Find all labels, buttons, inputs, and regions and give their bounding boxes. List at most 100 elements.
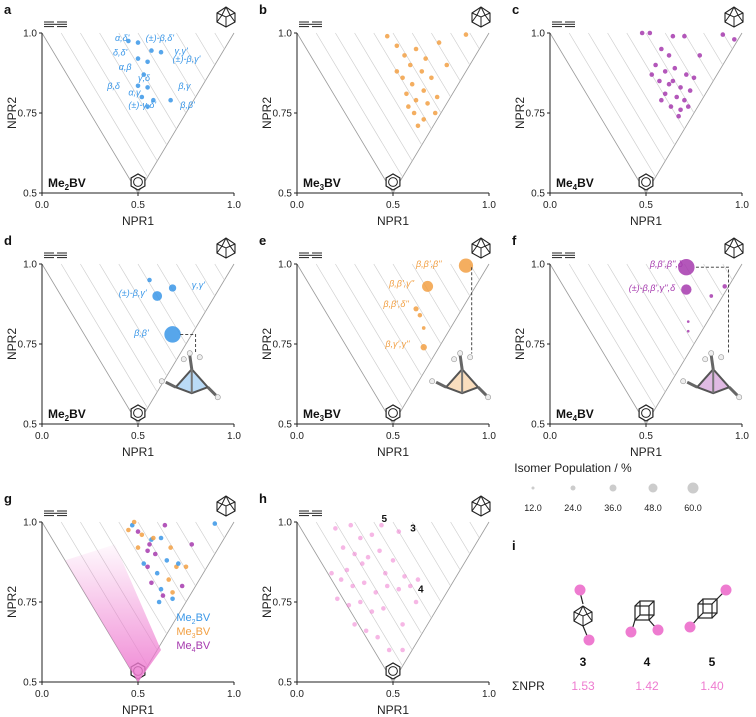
size-legend: Isomer Population / % 12.0 24.0 36.0 48.0 60.… <box>514 461 701 513</box>
legend-size-circle <box>609 484 617 492</box>
legend-size-circle <box>570 485 576 491</box>
data-point <box>686 329 690 333</box>
sum-npr-isolines <box>315 32 480 178</box>
y-tick-label: 1.0 <box>278 518 292 529</box>
data-point <box>639 30 645 36</box>
data-point <box>164 558 170 563</box>
y-tick-label: 0.5 <box>278 420 292 431</box>
data-point <box>682 97 687 103</box>
panel-letter: e <box>259 233 266 248</box>
y-tick-label: 0.5 <box>531 420 545 431</box>
data-point <box>166 577 172 582</box>
isomer-annotation: β,γ <box>177 81 191 91</box>
data-point <box>135 56 141 61</box>
legend-tick-label: 60.0 <box>684 503 702 513</box>
data-point <box>421 117 427 122</box>
y-tick-label: 0.5 <box>23 678 37 689</box>
data-point <box>672 65 678 71</box>
y-tick-label: 0.75 <box>18 109 38 120</box>
isomer-annotation: γ,δ <box>138 73 151 83</box>
data-point <box>329 570 334 576</box>
y-tick-label: 0.75 <box>273 598 293 609</box>
data-point <box>361 580 367 586</box>
panel-letter: d <box>4 233 12 248</box>
panel-f: 0.0 0.5 1.00.50.751.0NPR1NPR2fMe4BVβ,β',β'… <box>512 233 749 459</box>
x-tick-label: 0.5 <box>131 431 145 442</box>
compound-label: Me3BV <box>303 176 341 192</box>
data-point <box>413 97 419 103</box>
x-tick-label: 0.5 <box>386 200 400 211</box>
data-point <box>394 69 400 74</box>
data-point <box>147 277 152 283</box>
data-point <box>170 596 175 602</box>
data-point <box>434 94 440 100</box>
x-tick-label: 1.0 <box>227 200 241 211</box>
isomer-annotation: α,γ <box>128 87 141 97</box>
panel-d: 0.0 0.5 1.00.50.751.0NPR1NPR2dMe2BVγ,γ'(±)… <box>4 233 241 459</box>
y-tick-label: 1.0 <box>531 29 545 40</box>
y-axis-label: NPR2 <box>513 328 527 360</box>
data-point <box>145 564 150 570</box>
y-tick-label: 0.5 <box>23 189 37 200</box>
y-axis-label: NPR2 <box>5 328 19 360</box>
data-point <box>135 83 141 89</box>
data-point <box>396 586 402 592</box>
structure-4 <box>625 600 664 638</box>
y-tick-label: 0.75 <box>526 109 546 120</box>
data-point <box>126 38 131 44</box>
data-point <box>425 101 430 106</box>
structure-icons <box>44 6 236 191</box>
data-point <box>419 69 425 74</box>
data-point <box>697 53 703 58</box>
data-point <box>681 284 692 295</box>
data-point <box>176 561 181 566</box>
data-point <box>346 602 352 608</box>
x-axis-label: NPR1 <box>122 445 154 459</box>
y-tick-label: 0.5 <box>531 189 545 200</box>
x-axis-label: NPR1 <box>377 703 409 717</box>
sum-npr-isolines <box>60 32 225 178</box>
gradient-wedge <box>65 544 162 682</box>
molecule-3d-icon <box>429 350 492 401</box>
data-point <box>653 62 658 68</box>
x-tick-label: 1.0 <box>227 431 241 442</box>
y-tick-label: 0.75 <box>273 109 293 120</box>
data-point <box>135 40 141 45</box>
data-point <box>151 97 156 103</box>
legend-tick-label: 24.0 <box>564 503 582 513</box>
data-point <box>417 312 423 318</box>
x-tick-label: 0.0 <box>35 431 49 442</box>
structure-icons <box>299 6 491 191</box>
data-point <box>145 59 150 65</box>
structure-icons <box>552 6 744 191</box>
y-axis-label: NPR2 <box>5 97 19 129</box>
y-tick-label: 1.0 <box>278 29 292 40</box>
data-point <box>149 580 154 586</box>
data-point <box>415 123 421 129</box>
isomer-annotation: (±)-β,β',γ'',δ <box>629 283 676 293</box>
data-point <box>338 577 344 582</box>
data-point <box>463 32 469 37</box>
data-point <box>406 104 411 109</box>
x-tick-label: 0.0 <box>290 431 304 442</box>
data-point <box>396 529 402 534</box>
y-axis-label: NPR2 <box>260 586 274 618</box>
panel-letter: a <box>4 2 12 17</box>
substituent-marker <box>684 621 696 633</box>
data-point <box>365 554 371 560</box>
data-point <box>686 320 690 323</box>
y-tick-label: 1.0 <box>23 260 37 271</box>
data-point <box>149 48 154 53</box>
compound-label: Me2BV <box>48 407 86 423</box>
data-point <box>162 522 168 528</box>
x-tick-label: 1.0 <box>482 200 496 211</box>
x-tick-label: 1.0 <box>735 431 749 442</box>
structure-3 <box>573 584 595 646</box>
x-tick-label: 1.0 <box>482 431 496 442</box>
data-point <box>407 583 413 589</box>
data-point <box>141 561 147 566</box>
sum-npr-isolines <box>568 263 733 409</box>
panel-letter: b <box>259 2 267 17</box>
legend-entry: Me2BV <box>176 612 211 626</box>
